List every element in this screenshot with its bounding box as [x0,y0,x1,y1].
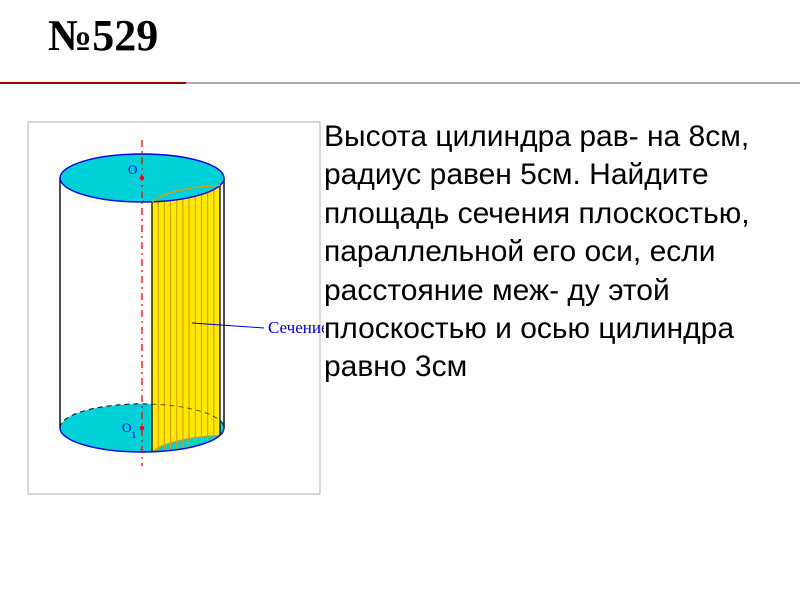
divider-red-segment [0,82,186,84]
label-section: Сечение [268,318,324,337]
problem-number: №529 [48,10,158,61]
header-divider [0,82,800,84]
label-top-center: O [128,162,137,177]
cylinder-diagram: OO1Сечение [24,118,324,518]
divider-grey-segment [186,82,800,84]
problem-text: Высота цилиндра рав- на 8см, радиус раве… [324,118,776,387]
